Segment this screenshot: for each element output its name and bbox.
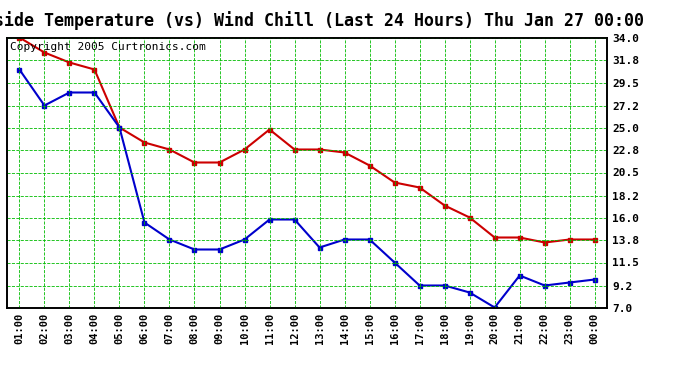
Text: Outside Temperature (vs) Wind Chill (Last 24 Hours) Thu Jan 27 00:00: Outside Temperature (vs) Wind Chill (Las… (0, 11, 644, 30)
Text: Copyright 2005 Curtronics.com: Copyright 2005 Curtronics.com (10, 42, 206, 51)
